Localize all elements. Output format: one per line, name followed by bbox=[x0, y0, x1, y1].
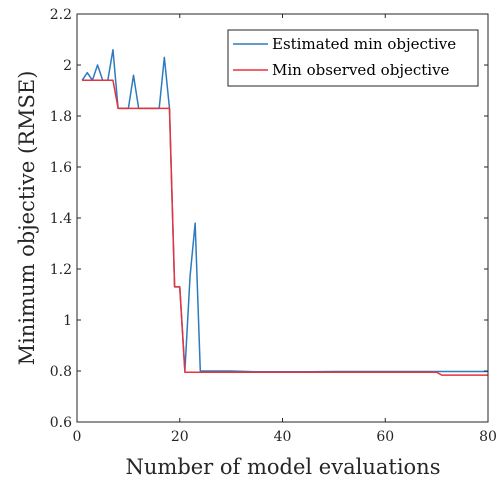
y-tick-label: 2.2 bbox=[50, 7, 72, 23]
x-tick-label: 80 bbox=[479, 429, 497, 445]
x-tick-label: 60 bbox=[376, 429, 394, 445]
series-line-min-observed-objective bbox=[82, 79, 488, 376]
y-tick-label: 0.6 bbox=[50, 415, 72, 431]
y-tick-label: 1.2 bbox=[50, 262, 72, 278]
legend-label-observed: Min observed objective bbox=[272, 61, 450, 79]
legend: Estimated min objective Min observed obj… bbox=[227, 29, 479, 87]
x-tick-label: 20 bbox=[171, 429, 189, 445]
x-tick-label: 40 bbox=[274, 429, 292, 445]
y-tick-label: 1.8 bbox=[50, 109, 72, 125]
x-axis-label: Number of model evaluations bbox=[126, 455, 441, 479]
axis-ticks: 0 20 40 60 80 0.6 0.8 1 1.2 1.4 1.6 1.8 2 2.2 bbox=[50, 7, 497, 445]
y-tick-label: 1 bbox=[63, 313, 72, 329]
legend-box bbox=[227, 29, 479, 87]
legend-label-estimated: Estimated min objective bbox=[272, 35, 456, 53]
y-axis-label: Minimum objective (RMSE) bbox=[15, 71, 39, 366]
y-tick-label: 1.6 bbox=[50, 160, 72, 176]
y-tick-label: 0.8 bbox=[50, 364, 72, 380]
x-tick-label: 0 bbox=[73, 429, 82, 445]
y-tick-label: 2 bbox=[63, 58, 72, 74]
series-layer bbox=[81, 48, 488, 376]
y-tick-label: 1.4 bbox=[50, 211, 72, 227]
